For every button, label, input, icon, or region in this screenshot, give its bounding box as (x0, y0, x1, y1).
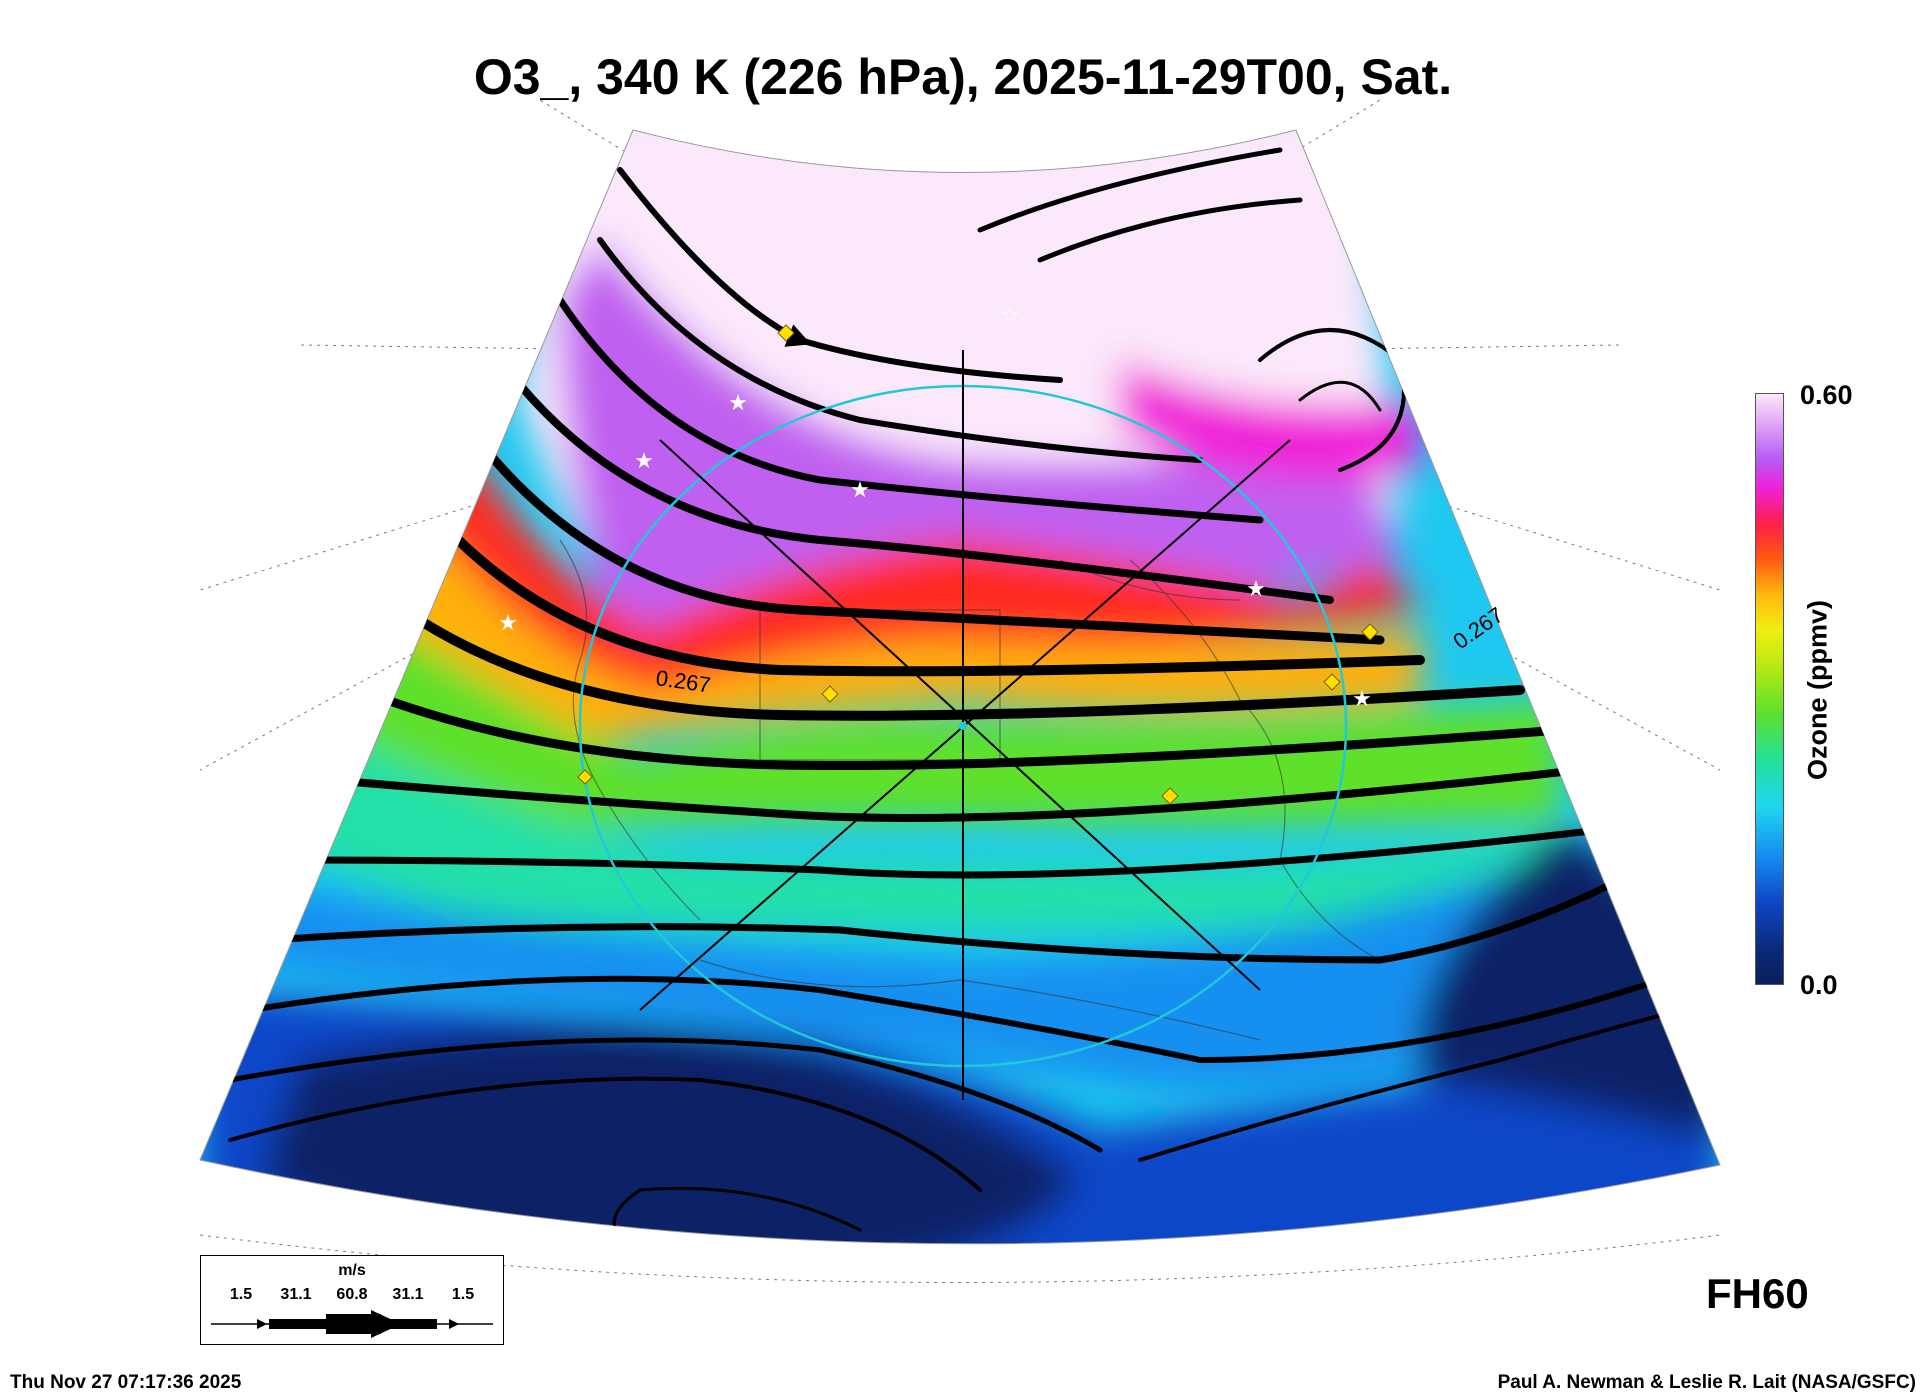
diamond-marker (1361, 623, 1379, 641)
diamond-marker (577, 769, 593, 785)
diamond-marker (1161, 787, 1179, 805)
diamond-marker (1323, 673, 1341, 691)
wind-streamlines (227, 147, 1720, 1244)
colorbar-title: Ozone (ppmv) (1802, 600, 1833, 780)
forecast-hour-label: FH60 (1706, 1270, 1809, 1317)
ozone-field (200, 130, 1720, 1244)
focus-ring (578, 350, 1348, 1100)
star-marker: ★ (498, 611, 518, 636)
star-marker: ★ (1352, 687, 1372, 712)
star-marker: ★ (1246, 577, 1266, 602)
legend-unit: m/s (338, 1262, 366, 1279)
colorbar (1755, 393, 1784, 985)
legend-value: 31.1 (392, 1286, 424, 1303)
credit: Paul A. Newman & Leslie R. Lait (NASA/GS… (1497, 1372, 1916, 1393)
legend-value: 31.1 (280, 1286, 312, 1303)
diamond-marker (777, 324, 795, 342)
timestamp: Thu Nov 27 07:17:36 2025 (10, 1372, 242, 1393)
colorbar-min-label: 0.0 (1800, 970, 1838, 1000)
star-marker: ☆ (1000, 303, 1020, 328)
legend-value: 1.5 (451, 1286, 475, 1303)
wind-speed-legend: m/s 1.5 31.1 60.8 31.1 1.5 (200, 1255, 504, 1345)
star-marker: ★ (850, 478, 870, 503)
legend-arrow-scale (211, 1310, 493, 1338)
map-title: O3_, 340 K (226 hPa), 2025-11-29T00, Sat… (473, 49, 1453, 105)
colorbar-max-label: 0.60 (1800, 380, 1853, 410)
star-markers: ★ ★ ★ ★ ★ ★ ☆ (498, 303, 1372, 712)
legend-value: 1.5 (229, 1286, 253, 1303)
diamond-marker (821, 685, 839, 703)
star-marker: ★ (728, 391, 748, 416)
station-markers (577, 324, 1379, 805)
star-marker: ★ (634, 449, 654, 474)
legend-value: 60.8 (336, 1286, 368, 1303)
